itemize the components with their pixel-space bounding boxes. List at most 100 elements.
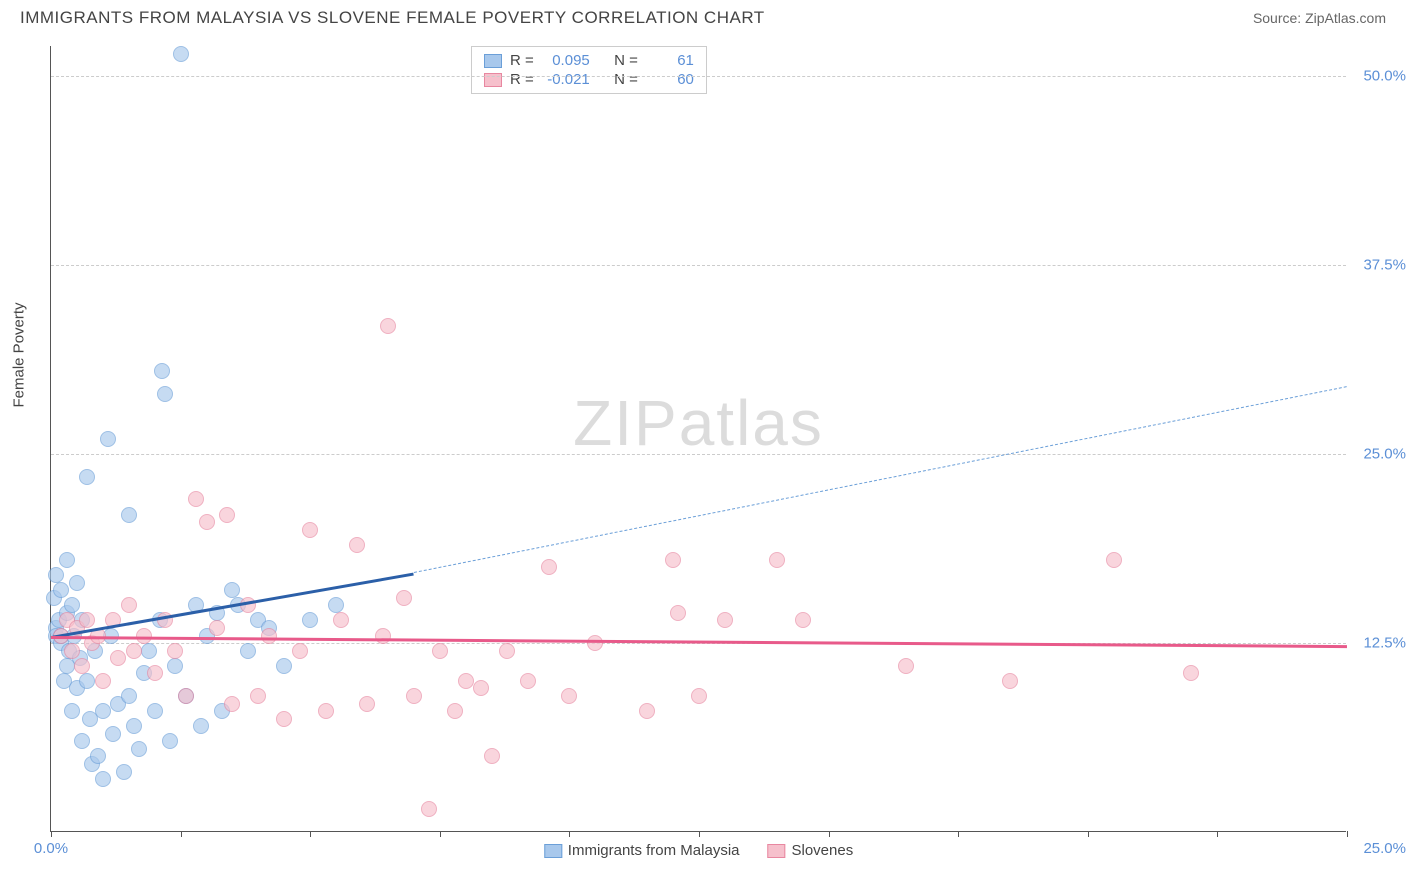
x-tick xyxy=(51,831,52,837)
x-tick xyxy=(569,831,570,837)
data-point xyxy=(318,703,334,719)
x-tick xyxy=(440,831,441,837)
data-point xyxy=(276,658,292,674)
grid-line xyxy=(51,265,1346,266)
data-point xyxy=(147,665,163,681)
data-point xyxy=(209,620,225,636)
legend-swatch xyxy=(544,844,562,858)
x-tick xyxy=(310,831,311,837)
data-point xyxy=(95,703,111,719)
legend-series-item: Immigrants from Malaysia xyxy=(544,842,740,859)
data-point xyxy=(670,605,686,621)
x-tick-label: 0.0% xyxy=(34,840,68,857)
data-point xyxy=(396,590,412,606)
data-point xyxy=(473,680,489,696)
data-point xyxy=(795,612,811,628)
data-point xyxy=(100,431,116,447)
data-point xyxy=(447,703,463,719)
data-point xyxy=(380,318,396,334)
data-point xyxy=(302,522,318,538)
legend-series-item: Slovenes xyxy=(767,842,853,859)
data-point xyxy=(79,612,95,628)
data-point xyxy=(64,643,80,659)
data-point xyxy=(126,718,142,734)
data-point xyxy=(639,703,655,719)
data-point xyxy=(1183,665,1199,681)
data-point xyxy=(79,673,95,689)
data-point xyxy=(421,801,437,817)
data-point xyxy=(110,650,126,666)
legend-swatch xyxy=(484,54,502,68)
x-tick xyxy=(829,831,830,837)
data-point xyxy=(769,552,785,568)
legend-stat-row: R =0.095 N =61 xyxy=(484,51,694,70)
data-point xyxy=(48,567,64,583)
legend-stat-row: R =-0.021 N =60 xyxy=(484,70,694,89)
y-tick-label: 50.0% xyxy=(1351,68,1406,85)
data-point xyxy=(898,658,914,674)
data-point xyxy=(484,748,500,764)
data-point xyxy=(74,733,90,749)
data-point xyxy=(276,711,292,727)
data-point xyxy=(261,628,277,644)
scatter-chart: Female Poverty ZIPatlas R =0.095 N =61R … xyxy=(50,46,1346,832)
data-point xyxy=(105,726,121,742)
x-tick xyxy=(1217,831,1218,837)
data-point xyxy=(90,748,106,764)
data-point xyxy=(520,673,536,689)
x-tick xyxy=(1088,831,1089,837)
data-point xyxy=(541,559,557,575)
data-point xyxy=(74,658,90,674)
data-point xyxy=(79,469,95,485)
data-point xyxy=(328,597,344,613)
data-point xyxy=(1002,673,1018,689)
data-point xyxy=(131,741,147,757)
data-point xyxy=(458,673,474,689)
y-tick-label: 25.0% xyxy=(1351,446,1406,463)
grid-line xyxy=(51,454,1346,455)
data-point xyxy=(64,597,80,613)
data-point xyxy=(302,612,318,628)
x-tick xyxy=(1347,831,1348,837)
data-point xyxy=(188,491,204,507)
data-point xyxy=(587,635,603,651)
data-point xyxy=(69,575,85,591)
data-point xyxy=(359,696,375,712)
data-point xyxy=(561,688,577,704)
x-tick xyxy=(699,831,700,837)
legend-swatch xyxy=(767,844,785,858)
y-axis-label: Female Poverty xyxy=(11,302,28,407)
data-point xyxy=(224,696,240,712)
x-tick xyxy=(958,831,959,837)
chart-title: IMMIGRANTS FROM MALAYSIA VS SLOVENE FEMA… xyxy=(20,8,765,28)
data-point xyxy=(250,688,266,704)
data-point xyxy=(193,718,209,734)
data-point xyxy=(95,673,111,689)
data-point xyxy=(157,386,173,402)
data-point xyxy=(199,514,215,530)
correlation-legend: R =0.095 N =61R =-0.021 N =60 xyxy=(471,46,707,94)
legend-swatch xyxy=(484,73,502,87)
data-point xyxy=(147,703,163,719)
data-point xyxy=(162,733,178,749)
data-point xyxy=(224,582,240,598)
data-point xyxy=(53,582,69,598)
data-point xyxy=(349,537,365,553)
data-point xyxy=(691,688,707,704)
data-point xyxy=(499,643,515,659)
data-point xyxy=(406,688,422,704)
trend-line xyxy=(414,386,1347,573)
y-tick-label: 37.5% xyxy=(1351,257,1406,274)
data-point xyxy=(178,688,194,704)
data-point xyxy=(136,628,152,644)
data-point xyxy=(95,771,111,787)
data-point xyxy=(126,643,142,659)
series-legend: Immigrants from Malaysia Slovenes xyxy=(544,842,853,859)
x-tick-label: 25.0% xyxy=(1351,840,1406,857)
data-point xyxy=(116,764,132,780)
watermark: ZIPatlas xyxy=(573,386,824,460)
data-point xyxy=(717,612,733,628)
data-point xyxy=(219,507,235,523)
data-point xyxy=(64,703,80,719)
data-point xyxy=(141,643,157,659)
